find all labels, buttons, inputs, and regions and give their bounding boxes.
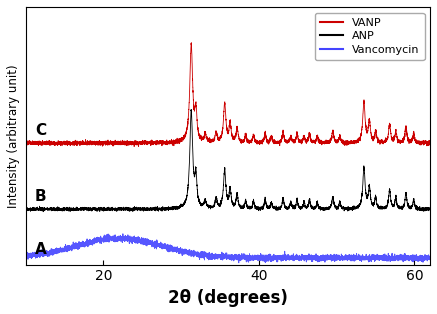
Text: B: B: [35, 189, 46, 204]
Y-axis label: Intensity (arbitrary unit): Intensity (arbitrary unit): [7, 64, 20, 208]
Text: A: A: [35, 242, 47, 257]
Text: C: C: [35, 123, 46, 138]
Legend: VANP, ANP, Vancomycin: VANP, ANP, Vancomycin: [315, 13, 424, 60]
X-axis label: 2θ (degrees): 2θ (degrees): [168, 289, 288, 307]
